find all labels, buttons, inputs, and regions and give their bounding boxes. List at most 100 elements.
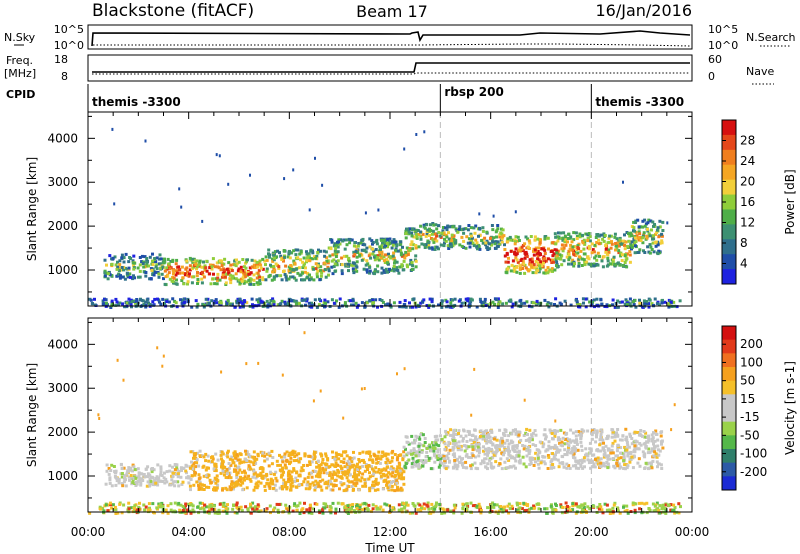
echo-cell [363, 243, 367, 247]
echo-cell [438, 502, 442, 506]
echo-cell [215, 261, 219, 265]
echo-cell [175, 271, 179, 275]
echo-cell [575, 237, 579, 240]
echo-cell [194, 465, 198, 469]
echo-cell [204, 505, 208, 509]
echo-cell [470, 298, 474, 302]
echo-cell [168, 277, 172, 281]
echo-cell [374, 254, 378, 258]
echo-cell [389, 268, 393, 272]
echo-cell [338, 297, 342, 301]
echo-cell [516, 235, 520, 239]
echo-cell [505, 271, 509, 275]
echo-cell [416, 229, 420, 232]
echo-cell [642, 299, 646, 303]
echo-cell [116, 265, 120, 269]
echo-cell [270, 278, 274, 282]
echo-cell [476, 247, 479, 251]
echo-cell [643, 435, 647, 439]
echo-cell [464, 434, 468, 438]
echo-cell [204, 297, 208, 301]
echo-cell [176, 480, 180, 484]
echo-cell [437, 224, 440, 228]
echo-cell [371, 242, 374, 246]
echo-cell [597, 462, 600, 466]
echo-cell [267, 464, 271, 468]
echo-cell [213, 299, 217, 303]
echo-cell [622, 505, 625, 509]
echo-cell [380, 252, 384, 256]
echo-cell [622, 452, 626, 456]
echo-cell [606, 457, 610, 461]
echo-cell [171, 276, 175, 279]
echo-cell [586, 236, 590, 240]
echo-cell [239, 265, 243, 269]
echo-cell [553, 268, 557, 272]
echo-cell [288, 249, 291, 253]
echo-cell [592, 298, 596, 302]
echo-cell [619, 251, 623, 255]
echo-cell [532, 464, 536, 467]
echo-cell [130, 477, 133, 480]
echo-cell [179, 298, 182, 302]
echo-cell [382, 472, 385, 476]
echo-cell [493, 435, 497, 439]
echo-cell [110, 484, 114, 488]
echo-cell [535, 266, 538, 270]
echo-cell [572, 231, 576, 235]
echo-cell [605, 503, 609, 507]
echo-cell [295, 459, 299, 462]
echo-cell [164, 477, 168, 481]
echo-cell [106, 277, 110, 281]
echo-cell [108, 481, 112, 485]
echo-cell [606, 448, 610, 452]
echo-cell [644, 431, 648, 435]
echo-cell [272, 265, 276, 268]
echo-cell [584, 297, 588, 301]
echo-cell [408, 305, 412, 309]
echo-cell [481, 437, 485, 441]
echo-cell [481, 226, 485, 230]
echo-cell [274, 262, 278, 266]
echo-cell [149, 475, 153, 479]
echo-cell [279, 254, 283, 258]
echo-cell [284, 506, 288, 510]
echo-cell [220, 457, 223, 461]
echo-cell [135, 508, 139, 512]
echo-cell [538, 264, 542, 268]
echo-cell [414, 452, 418, 456]
echo-cell [276, 249, 280, 253]
echo-cell [498, 428, 502, 432]
echo-cell [149, 277, 153, 281]
echo-cell [364, 463, 368, 466]
echo-cell [173, 484, 177, 488]
echo-cell [503, 505, 507, 509]
echo-cell [561, 462, 565, 466]
echo-cell [371, 241, 375, 244]
echo-cell [353, 241, 357, 245]
echo-cell [607, 248, 611, 252]
freq-trace [92, 62, 690, 73]
echo-cell [307, 511, 311, 515]
echo-cell [572, 264, 576, 268]
echo-cell [560, 454, 564, 458]
echo-cell [518, 267, 522, 271]
echo-cell [552, 457, 556, 461]
echo-cell [617, 462, 621, 466]
echo-cell [603, 234, 607, 237]
echo-cell [625, 448, 629, 452]
echo-cell [513, 450, 517, 453]
echo-cell [633, 251, 637, 255]
echo-cell [361, 458, 365, 462]
echo-cell [534, 460, 537, 464]
echo-cell [314, 256, 318, 260]
echo-cell [547, 305, 551, 309]
echo-cell [560, 243, 564, 247]
echo-cell [321, 507, 325, 511]
echo-cell [453, 455, 457, 459]
echo-cell [235, 503, 239, 507]
echo-cell [470, 434, 474, 437]
echo-cell [99, 507, 103, 511]
echo-cell [433, 460, 437, 464]
echo-cell [543, 257, 547, 260]
